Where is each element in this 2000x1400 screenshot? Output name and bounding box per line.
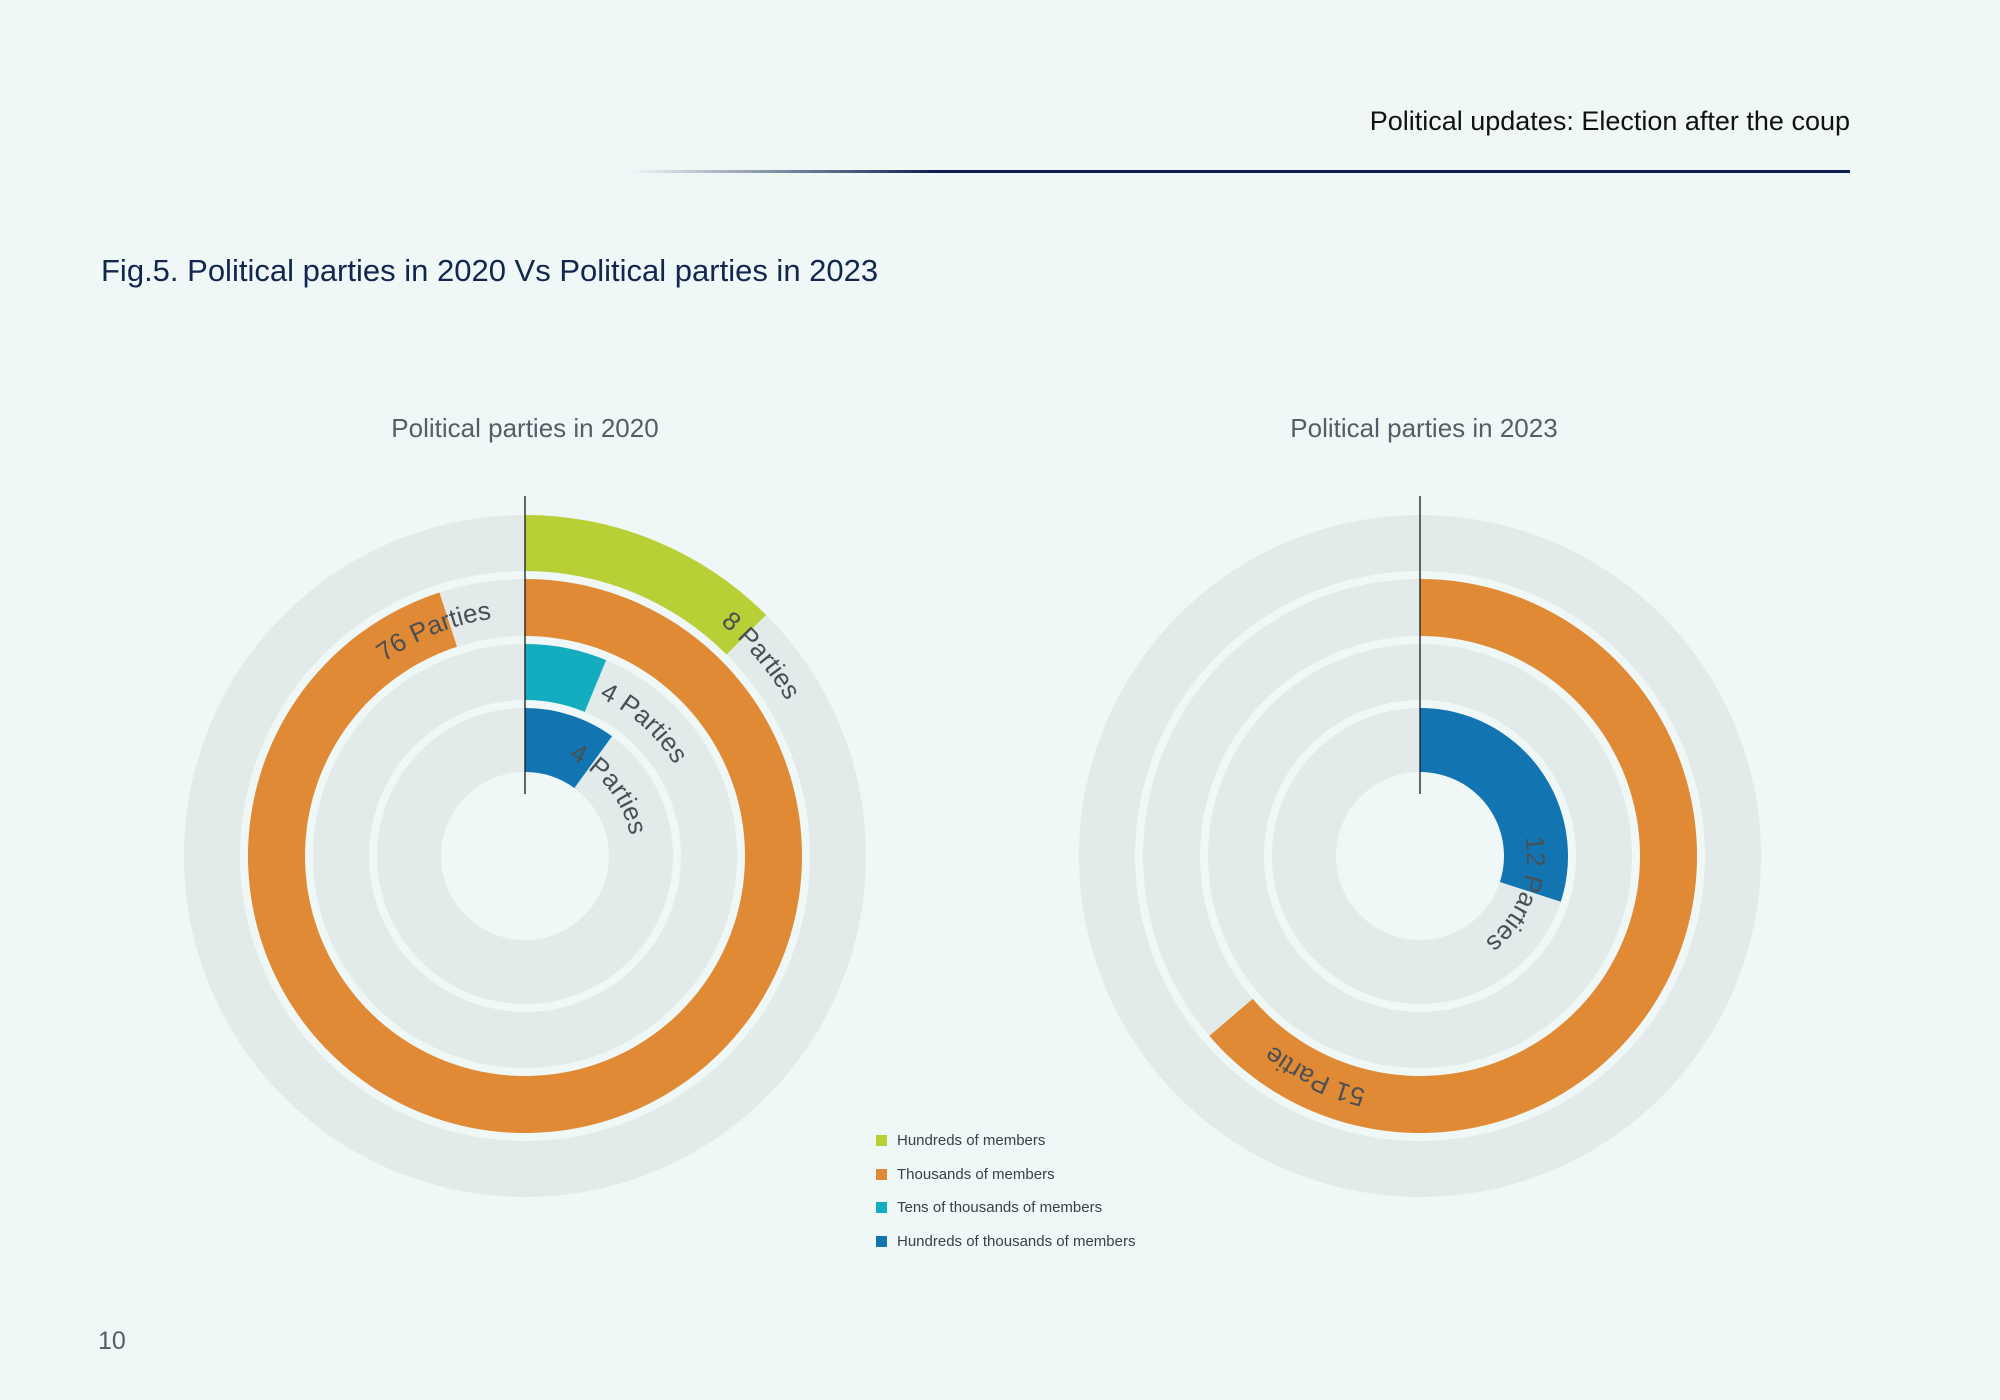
legend-swatch-hundreds-of-thousands [876, 1235, 887, 1247]
legend-label-hundreds: Hundreds of members [897, 1132, 1046, 1150]
legend: Hundreds of members Thousands of members… [876, 1124, 1135, 1258]
legend-swatch-hundreds [876, 1135, 887, 1147]
legend-item-hundreds: Hundreds of members [876, 1124, 1135, 1158]
page-number: 10 [98, 1327, 126, 1355]
legend-item-hundreds-of-thousands: Hundreds of thousands of members [876, 1225, 1135, 1259]
legend-label-hundreds-of-thousands: Hundreds of thousands of members [897, 1232, 1136, 1250]
legend-item-tens-of-thousands: Tens of thousands of members [876, 1191, 1135, 1225]
bar-2023-thousands [1209, 579, 1697, 1133]
chart-title-2020: Political parties in 2020 [391, 413, 659, 443]
bar-2020-hundreds [525, 515, 767, 655]
legend-item-thousands: Thousands of members [876, 1158, 1135, 1192]
legend-label-thousands: Thousands of members [897, 1165, 1055, 1183]
header-divider [630, 170, 1850, 173]
bar-2020-hundreds-of-thousands [525, 708, 612, 789]
chart-title-2023: Political parties in 2023 [1290, 413, 1558, 443]
legend-swatch-tens-of-thousands [876, 1202, 887, 1214]
figure-title: Fig.5. Political parties in 2020 Vs Poli… [101, 253, 879, 288]
bar-2020-tens-of-thousands [525, 644, 607, 712]
header-title: Political updates: Election after the co… [1369, 106, 1850, 136]
bar-2023-hundreds-of-thousands [1420, 708, 1568, 902]
legend-label-tens-of-thousands: Tens of thousands of members [897, 1199, 1103, 1217]
legend-swatch-thousands [876, 1168, 887, 1180]
